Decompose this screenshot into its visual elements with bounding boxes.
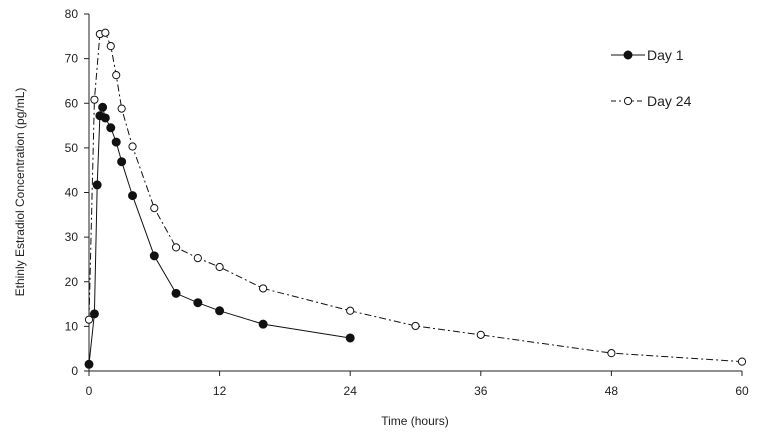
data-point (90, 95, 99, 104)
axes: 0 10 20 30 40 50 60 70 80 0 12 24 36 48 60 (65, 7, 749, 398)
legend-entry-1: Day 1 (611, 47, 684, 63)
data-point (345, 333, 355, 343)
y-tick-label: 10 (65, 319, 79, 333)
legend: Day 1 Day 24 (611, 47, 692, 109)
legend-marker (623, 50, 633, 60)
data-point (150, 204, 159, 213)
data-point (259, 284, 268, 293)
x-axis-label: Time (hours) (381, 414, 449, 428)
data-point (92, 180, 102, 190)
data-point (171, 243, 181, 252)
data-point (411, 321, 420, 331)
y-tick-label: 50 (65, 141, 79, 155)
data-point (346, 306, 355, 315)
data-point (128, 142, 137, 151)
legend-label: Day 1 (647, 47, 684, 63)
series-layer (84, 28, 747, 369)
x-tick-label: 60 (735, 384, 749, 398)
data-point (89, 309, 99, 319)
data-point (128, 191, 138, 201)
series-2 (84, 28, 747, 366)
legend-label: Day 24 (647, 93, 692, 109)
y-axis-label: Ethinly Estradiol Concentration (pg/mL) (13, 88, 27, 297)
data-point (215, 262, 224, 272)
series-line (88, 32, 743, 363)
data-point (193, 298, 203, 308)
y-tick-label: 30 (65, 230, 79, 244)
data-point (117, 104, 126, 113)
data-point (476, 330, 485, 339)
data-point (737, 357, 747, 366)
x-tick-label: 36 (474, 384, 488, 398)
legend-marker (623, 96, 633, 106)
data-point (98, 102, 108, 112)
y-tick-label: 80 (65, 7, 79, 21)
y-tick-label: 0 (71, 364, 78, 378)
y-tick-label: 40 (65, 186, 79, 200)
legend-entry-2: Day 24 (611, 93, 692, 109)
y-tick-label: 60 (65, 96, 79, 110)
data-point (215, 306, 225, 316)
data-point (112, 71, 121, 80)
data-point (84, 359, 94, 369)
data-point (149, 251, 159, 261)
data-point (100, 113, 110, 123)
y-tick-label: 20 (65, 275, 79, 289)
data-point (101, 28, 110, 37)
y-tick-label: 70 (65, 52, 79, 66)
data-point (84, 315, 94, 324)
data-point (171, 288, 181, 298)
data-point (607, 349, 616, 358)
data-point (193, 253, 202, 263)
series-1 (84, 102, 355, 369)
series-line (88, 105, 351, 365)
data-point (258, 319, 268, 329)
x-tick-label: 48 (605, 384, 619, 398)
data-point (106, 42, 115, 51)
x-tick-label: 24 (344, 384, 358, 398)
x-tick-label: 0 (86, 384, 93, 398)
data-point (117, 157, 127, 167)
data-point (111, 137, 121, 147)
data-point (106, 123, 116, 133)
x-tick-label: 12 (213, 384, 227, 398)
